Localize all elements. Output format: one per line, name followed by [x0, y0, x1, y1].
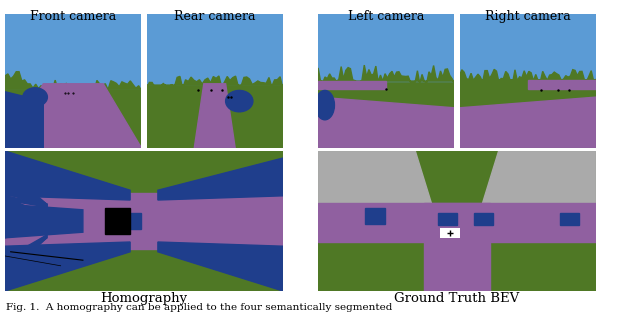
Polygon shape — [5, 235, 47, 270]
Bar — [318, 14, 454, 81]
Text: Left camera: Left camera — [348, 10, 424, 23]
Polygon shape — [5, 175, 47, 207]
Bar — [560, 213, 579, 225]
Polygon shape — [5, 242, 130, 291]
Bar — [147, 14, 283, 84]
Polygon shape — [5, 221, 61, 229]
Text: Rear camera: Rear camera — [174, 10, 255, 23]
Polygon shape — [158, 242, 283, 291]
Polygon shape — [5, 72, 141, 92]
Bar — [5, 193, 283, 249]
Polygon shape — [5, 189, 47, 207]
Bar — [440, 228, 460, 238]
Bar — [474, 213, 493, 225]
Bar — [318, 203, 596, 242]
Polygon shape — [147, 76, 283, 89]
Polygon shape — [5, 206, 61, 224]
Text: Right camera: Right camera — [485, 10, 570, 23]
Ellipse shape — [226, 90, 253, 112]
Polygon shape — [5, 235, 47, 263]
Polygon shape — [5, 151, 130, 200]
Text: Ground Truth BEV: Ground Truth BEV — [394, 293, 520, 305]
Polygon shape — [5, 235, 47, 277]
Polygon shape — [5, 182, 47, 207]
Bar — [130, 213, 141, 229]
Polygon shape — [158, 158, 283, 200]
Text: Front camera: Front camera — [30, 10, 116, 23]
Bar — [460, 14, 596, 79]
Polygon shape — [195, 84, 235, 148]
Ellipse shape — [23, 88, 47, 107]
Polygon shape — [5, 204, 83, 238]
Bar — [365, 208, 385, 224]
Bar — [438, 213, 457, 225]
Polygon shape — [5, 214, 61, 224]
Polygon shape — [5, 197, 61, 224]
Bar — [527, 80, 596, 89]
Polygon shape — [5, 221, 61, 238]
Bar — [424, 203, 490, 291]
Bar — [105, 208, 130, 234]
Polygon shape — [460, 69, 596, 82]
Polygon shape — [460, 97, 596, 148]
Polygon shape — [5, 92, 44, 148]
Polygon shape — [5, 196, 47, 207]
Polygon shape — [318, 151, 435, 214]
Polygon shape — [318, 65, 454, 83]
Polygon shape — [5, 168, 47, 207]
Bar — [5, 14, 141, 88]
Text: Fig. 1.  A homography can be applied to the four semantically segmented: Fig. 1. A homography can be applied to t… — [6, 303, 393, 312]
Text: Homography: Homography — [100, 293, 188, 305]
Polygon shape — [318, 97, 454, 148]
Ellipse shape — [316, 90, 335, 120]
Polygon shape — [479, 151, 596, 214]
Bar — [318, 81, 387, 89]
Polygon shape — [5, 84, 141, 148]
